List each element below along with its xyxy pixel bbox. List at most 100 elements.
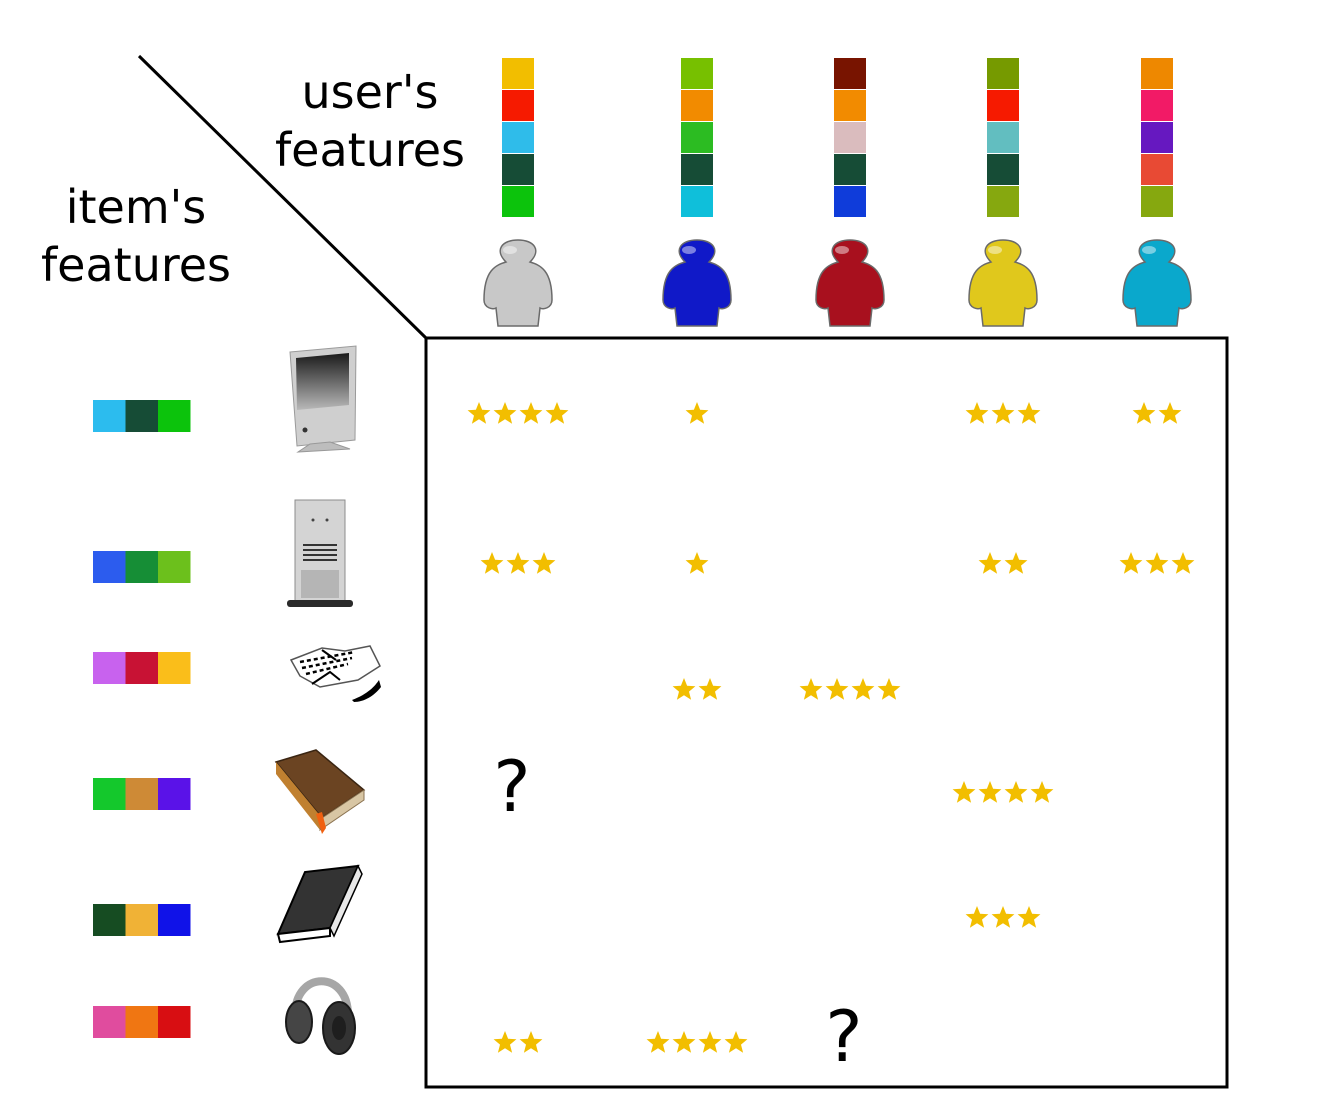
item-features-label-line2: features: [40, 238, 232, 292]
user-feature-stack: [681, 58, 713, 217]
star-icon: [965, 402, 989, 424]
star-icon: [493, 402, 517, 424]
item-feature-swatch: [125, 551, 158, 583]
user-feature-swatch: [1141, 186, 1173, 217]
person-icon: [968, 239, 1038, 327]
unknown-rating: ?: [825, 996, 862, 1078]
star-icon: [672, 678, 696, 700]
item-feature-swatch: [93, 400, 126, 432]
item-feature-bar: [93, 652, 191, 684]
user-avatar: [1122, 239, 1192, 327]
user-feature-swatch: [834, 154, 866, 185]
avatar-highlight: [1142, 246, 1156, 254]
user-feature-swatch: [502, 90, 534, 121]
star-icon: [1017, 402, 1041, 424]
user-feature-swatch: [1141, 122, 1173, 153]
tower-pc-icon: [287, 499, 353, 607]
item-feature-swatch: [93, 652, 126, 684]
user-feature-swatch: [502, 58, 534, 89]
item-feature-swatch: [158, 778, 191, 810]
star-rating: [480, 552, 556, 574]
star-rating: [965, 906, 1041, 928]
person-icon: [1122, 239, 1192, 327]
item-feature-swatch: [93, 1006, 126, 1038]
user-feature-swatch: [502, 122, 534, 153]
item-feature-swatch: [125, 904, 158, 936]
user-feature-swatch: [834, 122, 866, 153]
user-feature-swatch: [834, 58, 866, 89]
user-features-label: user's features: [260, 63, 480, 179]
avatar-highlight: [503, 246, 517, 254]
item-feature-swatch: [158, 400, 191, 432]
star-icon: [493, 1031, 517, 1053]
star-icon: [1171, 552, 1195, 574]
star-icon: [877, 678, 901, 700]
star-rating: [799, 678, 901, 700]
star-icon: [480, 552, 504, 574]
item-feature-swatch: [158, 652, 191, 684]
star-icon: [1004, 781, 1028, 803]
star-icon: [519, 1031, 543, 1053]
user-feature-swatch: [681, 154, 713, 185]
user-avatar: [968, 239, 1038, 327]
star-icon: [532, 552, 556, 574]
user-avatars: [483, 239, 1192, 327]
user-avatar: [815, 239, 885, 327]
star-rating: [685, 402, 709, 424]
star-icon: [724, 1031, 748, 1053]
star-rating: [646, 1031, 748, 1053]
avatar-highlight: [682, 246, 696, 254]
star-icon: [1119, 552, 1143, 574]
user-feature-swatch: [681, 58, 713, 89]
user-feature-stack: [987, 58, 1019, 217]
user-feature-swatch: [834, 186, 866, 217]
star-icon: [851, 678, 875, 700]
star-icon: [978, 781, 1002, 803]
item-feature-bar: [93, 400, 191, 432]
black-book-icon: [276, 864, 363, 944]
user-feature-swatch: [987, 154, 1019, 185]
user-feature-stack: [834, 58, 866, 217]
header-diagonal-line: [137, 54, 428, 340]
user-feature-swatch: [987, 58, 1019, 89]
user-feature-swatch: [987, 186, 1019, 217]
user-feature-swatch: [1141, 154, 1173, 185]
user-feature-swatch: [987, 122, 1019, 153]
ratings-matrix-frame: [424, 336, 1229, 1089]
user-feature-swatch: [502, 154, 534, 185]
star-icon: [685, 552, 709, 574]
star-rating: [1119, 552, 1195, 574]
user-feature-swatch: [834, 90, 866, 121]
avatar-highlight: [835, 246, 849, 254]
item-feature-swatch: [93, 904, 126, 936]
star-icon: [1004, 552, 1028, 574]
user-feature-stack: [502, 58, 534, 217]
star-icon: [698, 1031, 722, 1053]
user-avatar: [483, 239, 553, 327]
star-rating: [978, 552, 1028, 574]
imac-computer-icon: [289, 345, 357, 453]
user-features-label-line2: features: [274, 123, 466, 177]
star-icon: [519, 402, 543, 424]
user-feature-swatch: [681, 122, 713, 153]
user-feature-swatch: [987, 90, 1019, 121]
star-icon: [799, 678, 823, 700]
star-icon: [545, 402, 569, 424]
star-icon: [646, 1031, 670, 1053]
unknown-rating: ?: [493, 746, 530, 828]
item-feature-swatch: [158, 551, 191, 583]
sneaker-icon: [289, 645, 381, 702]
star-icon: [1017, 906, 1041, 928]
star-rating: [672, 678, 722, 700]
user-feature-swatch: [681, 186, 713, 217]
star-icon: [467, 402, 491, 424]
star-icon: [672, 1031, 696, 1053]
item-feature-bar: [93, 1006, 191, 1038]
person-icon: [483, 239, 553, 327]
item-feature-swatch: [93, 778, 126, 810]
user-feature-stack: [1141, 58, 1173, 217]
star-icon: [1145, 552, 1169, 574]
headphones-icon: [285, 977, 356, 1055]
person-icon: [815, 239, 885, 327]
star-icon: [825, 678, 849, 700]
